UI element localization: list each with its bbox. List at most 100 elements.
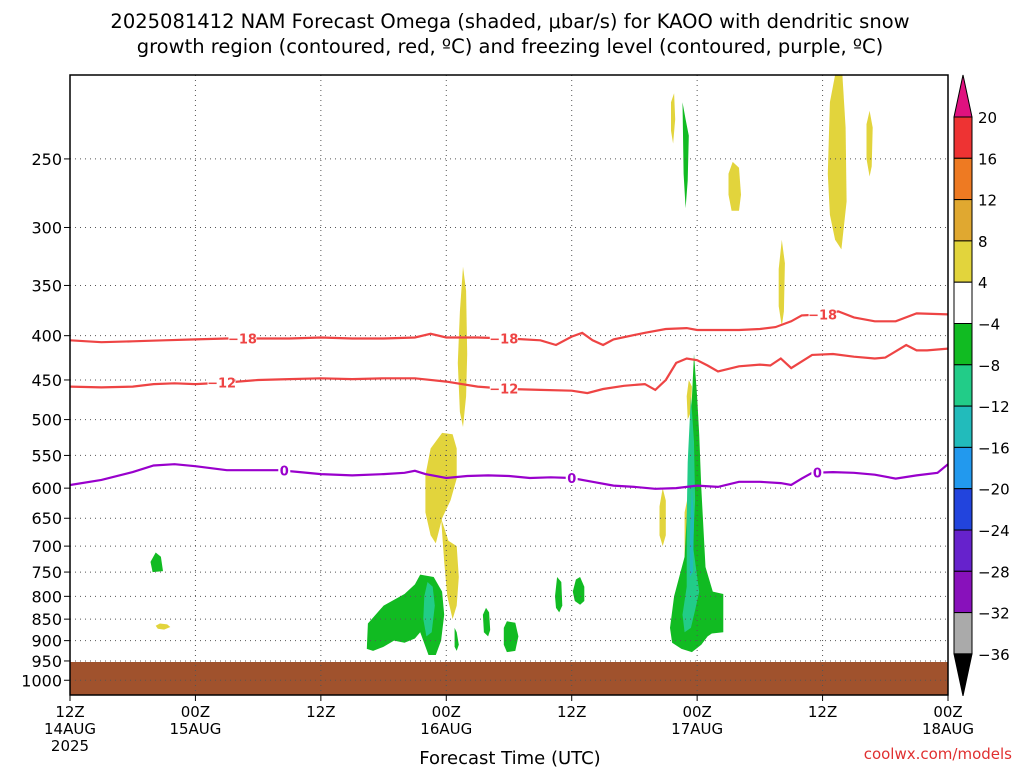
contour-label: −12: [207, 377, 236, 392]
omega-region-15: [482, 607, 491, 637]
y-axis-ticks: 250 300 350 400 450 500 550 600 650 700 750 800 850 9…: [21, 150, 70, 690]
x-tick-label: 12Z: [808, 703, 837, 721]
colorbar-label: 4: [978, 274, 988, 292]
chart-title-line1: 2025081412 NAM Forecast Omega (shaded, μ…: [110, 10, 909, 33]
colorbar-label: −4: [978, 316, 1000, 334]
y-tick-label: 950: [31, 652, 62, 671]
colorbar-bottom-arrow: [953, 653, 973, 697]
x-tick-label: 15AUG: [169, 720, 221, 738]
y-tick-label: 300: [31, 218, 62, 237]
ground-surface: [70, 662, 948, 695]
colorbar-label: −36: [978, 646, 1010, 664]
y-tick-label: 700: [31, 537, 62, 556]
y-tick-label: 650: [31, 509, 62, 528]
contour-label: −18: [808, 308, 837, 323]
y-tick-label: 800: [31, 587, 62, 606]
colorbar-swatch: [953, 405, 973, 448]
plot-frame: [69, 74, 949, 696]
omega-region-1: [441, 518, 459, 620]
omega-region-21: [423, 582, 435, 637]
contour-label-bg: [808, 307, 837, 322]
colorbar-label: −16: [978, 439, 1010, 457]
colorbar-swatch: [953, 446, 973, 490]
y-tick-label: 750: [31, 563, 62, 582]
contour-label-bg: [811, 465, 824, 480]
y-tick-label: 450: [31, 371, 62, 390]
y-tick-label: 600: [31, 479, 62, 498]
colorbar-label: −12: [978, 398, 1010, 416]
omega-region-11: [866, 110, 873, 177]
omega-region-14: [454, 627, 459, 651]
colorbar-label: 20: [978, 109, 997, 127]
colorbar-top-arrow: [953, 74, 973, 118]
y-tick-label: 850: [31, 610, 62, 629]
colorbar-swatch: [953, 323, 973, 366]
omega-region-19: [682, 102, 689, 209]
x-tick-label: 12Z: [55, 703, 84, 721]
omega-region-3: [155, 623, 171, 630]
contour-label: −18: [228, 332, 257, 347]
omega-region-17: [555, 577, 563, 613]
contour-line-1: [70, 343, 948, 395]
shaded-omega-layer: [150, 75, 873, 655]
contour-label-bg: [207, 375, 236, 390]
x-axis-label: Forecast Time (UTC): [419, 748, 600, 768]
contour-label-bg: [278, 463, 291, 478]
x-tick-label: 16AUG: [420, 720, 472, 738]
colorbar-label: −28: [978, 563, 1010, 581]
contour-label: 0: [567, 472, 576, 487]
y-tick-label: 550: [31, 446, 62, 465]
omega-region-23: [689, 488, 694, 577]
contour-label: −12: [489, 383, 518, 398]
colorbar-label: 12: [978, 192, 997, 210]
colorbar-swatch: [953, 116, 973, 159]
x-tick-label: 17AUG: [671, 720, 723, 738]
x-tick-label: 00Z: [181, 703, 210, 721]
y-tick-label: 1000: [21, 671, 62, 690]
colorbar-swatch: [953, 199, 973, 242]
contour-label-bg: [489, 381, 518, 396]
contour-label: 0: [813, 467, 822, 482]
colorbar: 20 16 12 8 4 −4 −8 −12 −16 −20 −24 −28 −32 −36: [953, 74, 1010, 697]
chart-title-line2: growth region (contoured, red, ºC) and f…: [137, 35, 884, 58]
omega-region-9: [778, 239, 785, 327]
x-tick-label: 12Z: [557, 703, 586, 721]
colorbar-swatch: [953, 529, 973, 572]
omega-region-7: [671, 93, 676, 144]
x-tick-label: 00Z: [933, 703, 962, 721]
contour-label-bg: [489, 331, 518, 346]
y-tick-label: 500: [31, 411, 62, 430]
x-tick-label: 00Z: [682, 703, 711, 721]
colorbar-swatch: [953, 240, 973, 283]
omega-region-10: [827, 75, 847, 250]
colorbar-swatch: [953, 488, 973, 531]
colorbar-label: −24: [978, 522, 1010, 540]
contour-layer: −18 −18 −18 −12 −12 0 0 0: [70, 307, 948, 490]
y-tick-label: 250: [31, 150, 62, 169]
y-tick-label: 350: [31, 276, 62, 295]
contour-label: 0: [280, 465, 289, 480]
x-tick-label: 18AUG: [922, 720, 974, 738]
omega-region-8: [728, 161, 741, 211]
omega-region-2: [457, 266, 468, 427]
omega-region-20: [670, 354, 724, 653]
omega-region-4: [659, 488, 666, 547]
contour-label: −18: [489, 332, 518, 347]
contour-label-bg: [565, 470, 578, 485]
y-tick-label: 400: [31, 327, 62, 346]
omega-region-16: [503, 621, 519, 653]
colorbar-label: −32: [978, 605, 1010, 623]
omega-region-18: [572, 577, 585, 605]
x-tick-label: 12Z: [306, 703, 335, 721]
colorbar-label: −8: [978, 357, 1000, 375]
ground-layer: [70, 662, 948, 695]
contour-label-bg: [228, 331, 257, 346]
colorbar-swatch: [953, 570, 973, 614]
credit-text: coolwx.com/models: [864, 745, 1012, 763]
colorbar-label: 8: [978, 233, 988, 251]
x-tick-label: 14AUG: [44, 720, 96, 738]
x-tick-label: 2025: [51, 737, 89, 755]
plot-area: −18 −18 −18 −12 −12 0 0 0: [70, 75, 948, 695]
